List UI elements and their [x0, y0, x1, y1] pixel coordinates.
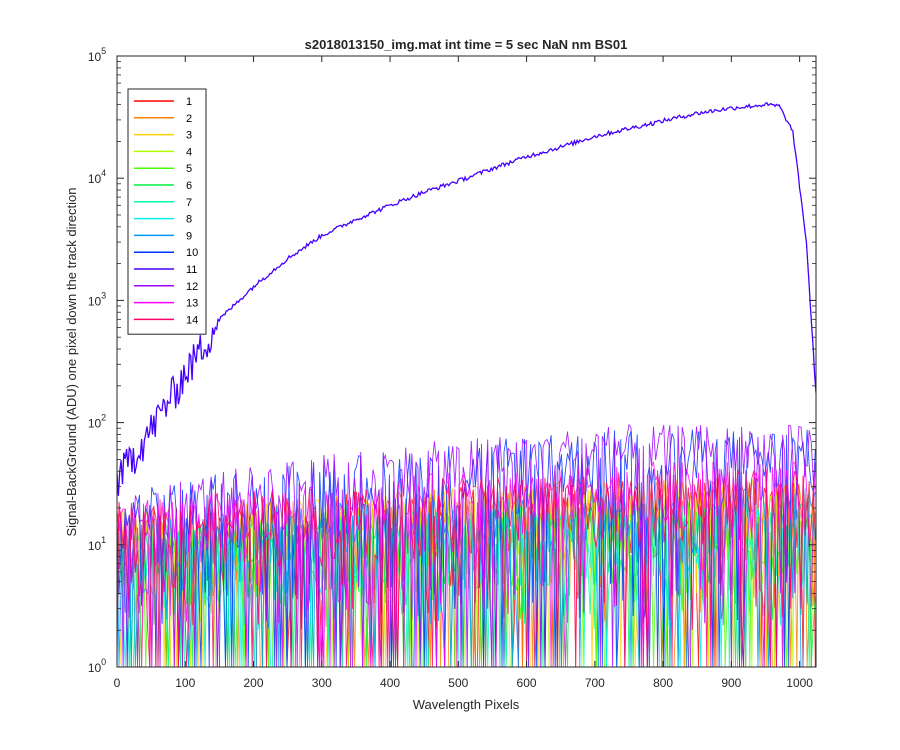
y-tick-label: 105: [88, 46, 106, 64]
x-tick-label: 300: [312, 676, 332, 690]
axis-layer: 0 100 200 300 400 500 600 700 800 900 100010010110…: [88, 46, 817, 690]
legend-label-7: 7: [186, 197, 192, 209]
x-tick-label: 200: [244, 676, 264, 690]
x-tick-label: 600: [517, 676, 537, 690]
y-axis-label: Signal-BackGround (ADU) one pixel down t…: [64, 187, 79, 536]
legend-label-2: 2: [186, 113, 192, 125]
y-tick-label: 102: [88, 413, 106, 431]
legend-box: [127, 88, 207, 335]
series-line-14: [117, 469, 816, 667]
legend-label-12: 12: [186, 281, 198, 293]
y-tick-label: 101: [88, 535, 106, 553]
x-tick-label: 1000: [786, 676, 813, 690]
x-tick-label: 900: [721, 676, 741, 690]
x-tick-label: 100: [175, 676, 195, 690]
series-line-11: [117, 101, 816, 496]
legend-label-3: 3: [186, 130, 192, 142]
x-tick-label: 400: [380, 676, 400, 690]
axes-frame: [116, 55, 817, 668]
y-tick-label: 103: [88, 290, 106, 308]
x-tick-label: 0: [114, 676, 121, 690]
legend-label-10: 10: [186, 247, 198, 259]
legend-label-9: 9: [186, 230, 192, 242]
series-line-13: [117, 461, 816, 667]
series-layer: [117, 101, 816, 667]
series-line-8: [117, 502, 816, 667]
legend-label-11: 11: [186, 264, 197, 276]
x-tick-label: 700: [585, 676, 605, 690]
x-tick-label: 500: [448, 676, 468, 690]
legend-label-14: 14: [186, 314, 198, 326]
chart-title: s2018013150_img.mat int time = 5 sec NaN…: [305, 37, 628, 52]
x-tick-label: 800: [653, 676, 673, 690]
x-axis-label: Wavelength Pixels: [413, 697, 520, 712]
legend-label-1: 1: [186, 96, 192, 108]
legend-label-8: 8: [186, 214, 192, 226]
legend-label-4: 4: [186, 146, 192, 158]
y-tick-label: 100: [88, 657, 106, 675]
legend-label-5: 5: [186, 163, 192, 175]
legend-label-6: 6: [186, 180, 192, 192]
legend-label-13: 13: [186, 298, 198, 310]
y-tick-label: 104: [88, 168, 106, 186]
